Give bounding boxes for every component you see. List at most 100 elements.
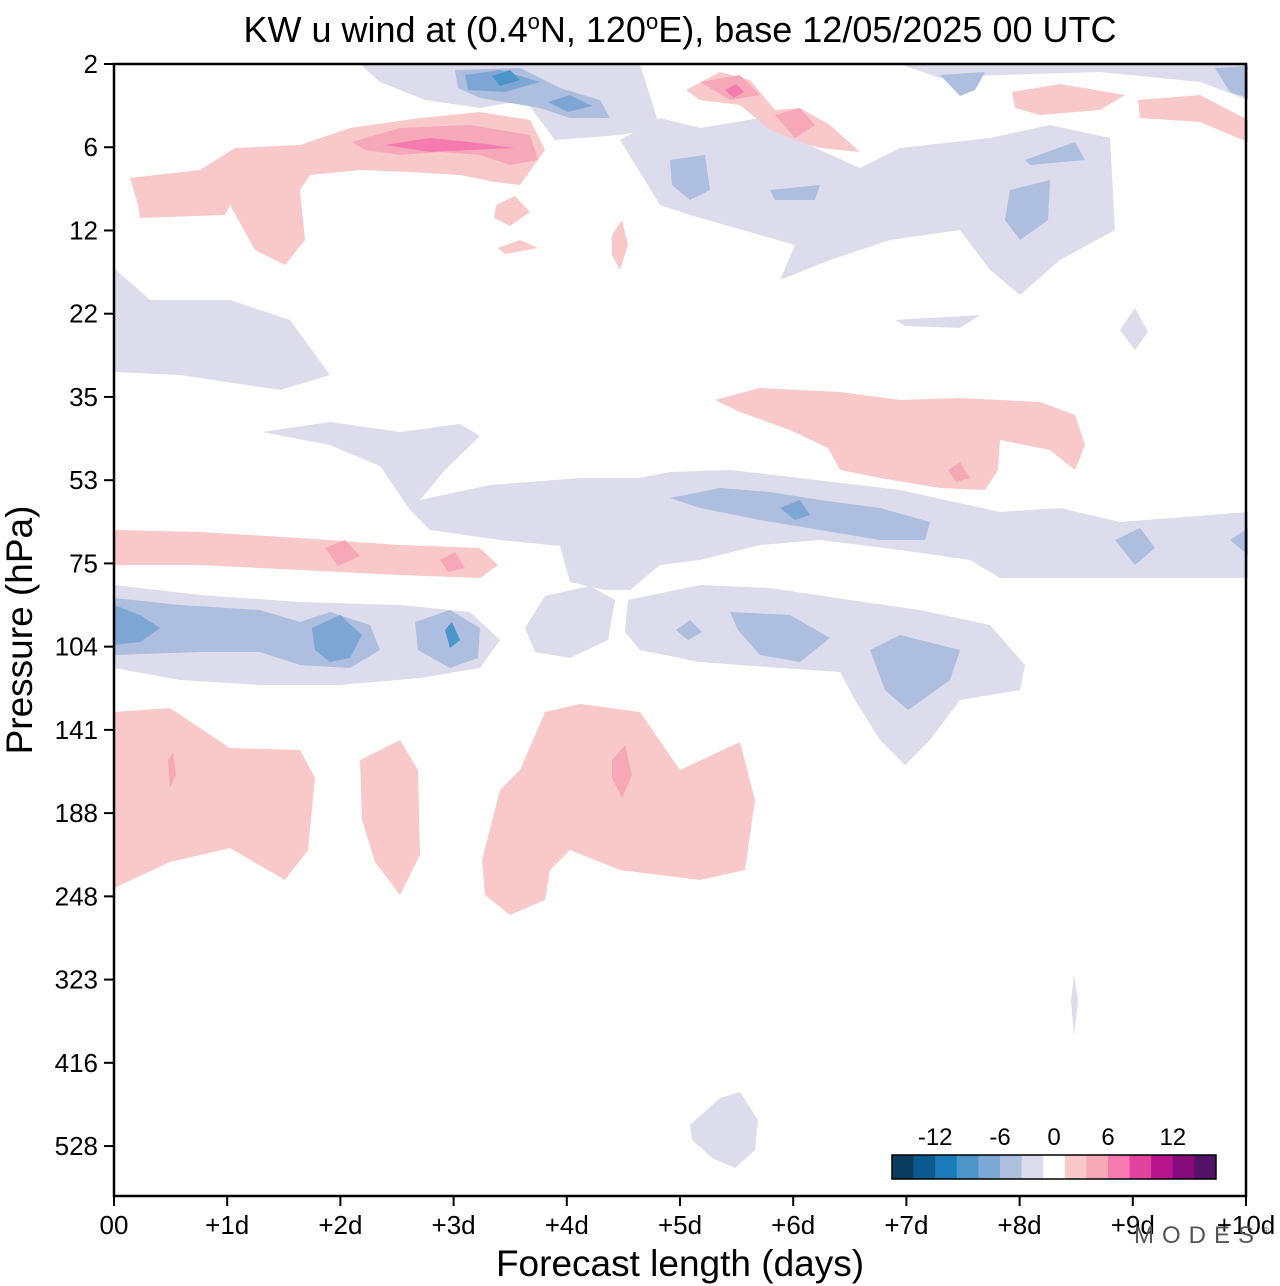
x-tick-label: +10d [1217, 1210, 1276, 1240]
contour-patch [1138, 95, 1248, 142]
chart-title: KW u wind at (0.4oN, 120oE), base 12/05/… [243, 9, 1117, 50]
contour-patch [114, 598, 380, 668]
region-upper-easterly-right [900, 64, 1248, 100]
x-tick-label: +7d [884, 1210, 928, 1240]
contour-patch [548, 95, 592, 112]
colorbar-tick-label: 12 [1159, 1124, 1186, 1151]
colorbar-swatch [935, 1155, 958, 1179]
y-tick-label: 22 [69, 299, 98, 329]
colorbar-tick-label: 6 [1101, 1124, 1114, 1151]
contour-patch [325, 540, 360, 566]
contour-patch [948, 462, 970, 482]
colorbar-swatch [1151, 1155, 1174, 1179]
colorbar-swatch [1064, 1155, 1087, 1179]
x-tick-label: +3d [432, 1210, 476, 1240]
contour-patch [730, 612, 830, 662]
colorbar-swatch [1000, 1155, 1023, 1179]
colorbar-tick-label: -6 [989, 1124, 1010, 1151]
contour-patch [440, 552, 465, 572]
y-tick-label: 35 [69, 382, 98, 412]
colorbar-tick-label: -12 [918, 1124, 953, 1151]
y-tick-label: 248 [55, 881, 98, 911]
colorbar-swatch [1172, 1155, 1195, 1179]
contour-patch [612, 745, 632, 798]
region-upper-easterly-5-10d [620, 118, 1115, 295]
x-tick-label: 00 [100, 1210, 129, 1240]
contour-patch [445, 622, 460, 648]
x-tick-label: +4d [545, 1210, 589, 1240]
contour-patch [1230, 528, 1248, 555]
region-easterly-450hPa [690, 1092, 758, 1168]
x-tick-label: +6d [771, 1210, 815, 1240]
x-tick-label: +5d [658, 1210, 702, 1240]
contour-patch [1012, 84, 1125, 115]
y-tick-label: 416 [55, 1048, 98, 1078]
contour-patch [676, 620, 702, 640]
y-tick-label: 188 [55, 798, 98, 828]
region-westerly-150hPa [114, 708, 315, 888]
contour-patch [770, 185, 820, 200]
contour-patch [1025, 142, 1085, 165]
wind-field [114, 64, 1248, 1168]
x-tick-label: +9d [1111, 1210, 1155, 1240]
region-easterly-90hPa-mid [525, 586, 615, 658]
colorbar-swatch [892, 1155, 915, 1179]
region-easterly-90hPa-right [625, 585, 1025, 765]
contour-patch [775, 108, 815, 138]
y-tick-label: 141 [55, 715, 98, 745]
colorbar-swatch [956, 1155, 979, 1179]
contour-patch [114, 605, 160, 645]
contour-patch [612, 220, 628, 270]
contour-patch [482, 704, 755, 915]
colorbar-swatch [1043, 1155, 1066, 1179]
colorbar-swatch [1194, 1155, 1217, 1179]
contour-patch [940, 72, 985, 96]
region-easterly-small [1120, 308, 1148, 350]
contour-patch [168, 752, 176, 788]
colorbar-swatch [1021, 1155, 1044, 1179]
colorbar-swatch [1086, 1155, 1109, 1179]
contour-patch [1215, 66, 1248, 98]
region-westerly-35-53hPa [715, 388, 1085, 490]
y-axis: 2 6 12 22 35 53 75 104 141 188 248 323 416 528 [55, 49, 114, 1161]
x-axis: 00 +1d +2d +3d +4d +5d +6d +7d +8d +9d +10d [100, 1196, 1276, 1240]
region-easterly-22hPa [114, 268, 330, 390]
colorbar-swatch [913, 1155, 936, 1179]
region-easterly-sliver [1071, 975, 1078, 1035]
contour-patch [725, 84, 744, 98]
y-tick-label: 104 [55, 632, 98, 662]
contour-patch [312, 615, 362, 662]
contour-patch [1005, 180, 1050, 240]
contour-patch [494, 196, 530, 226]
y-tick-label: 6 [84, 132, 98, 162]
y-tick-label: 12 [69, 215, 98, 245]
x-tick-label: +2d [318, 1210, 362, 1240]
x-tick-label: +1d [205, 1210, 249, 1240]
y-tick-label: 323 [55, 965, 98, 995]
y-tick-label: 75 [69, 548, 98, 578]
contour-patch [385, 138, 515, 152]
brand-logo: MODES® [1134, 1222, 1270, 1249]
colorbar-swatch [1129, 1155, 1152, 1179]
y-tick-label: 53 [69, 465, 98, 495]
colorbar-swatch [1108, 1155, 1131, 1179]
contour-patch [498, 240, 538, 254]
colorbar: -12 -6 0 6 12 [891, 1124, 1217, 1180]
contour-patch [360, 740, 420, 895]
contour-patch [492, 70, 520, 86]
colorbar-tick-label: 0 [1047, 1124, 1060, 1151]
region-easterly-22hPa-right [895, 315, 980, 328]
contour-patch [870, 635, 960, 710]
contour-patch [1115, 528, 1155, 565]
region-westerly-65hPa [114, 530, 498, 578]
colorbar-frame [891, 1154, 1217, 1180]
y-axis-label: Pressure (hPa) [0, 506, 40, 755]
y-tick-label: 2 [84, 49, 98, 79]
contour-patch [780, 500, 810, 520]
x-axis-label: Forecast length (days) [496, 1243, 864, 1284]
x-tick-label: +8d [998, 1210, 1042, 1240]
y-tick-label: 528 [55, 1131, 98, 1161]
contour-patch [670, 155, 710, 200]
colorbar-swatch [978, 1155, 1001, 1179]
